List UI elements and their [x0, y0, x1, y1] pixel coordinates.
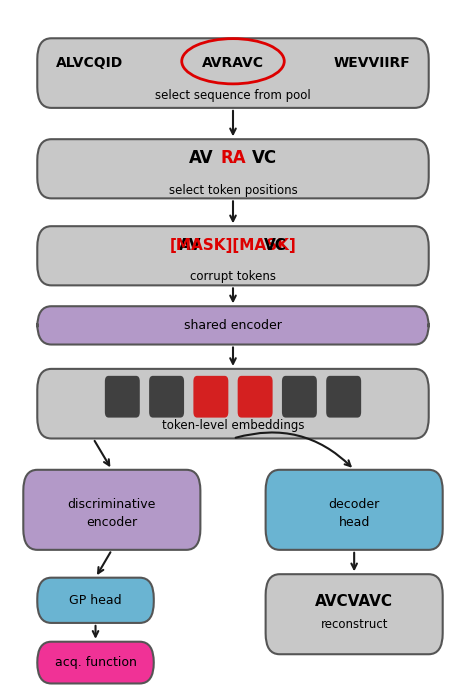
- FancyBboxPatch shape: [266, 470, 443, 550]
- FancyBboxPatch shape: [193, 376, 228, 418]
- FancyBboxPatch shape: [37, 642, 154, 683]
- Text: shared encoder: shared encoder: [184, 319, 282, 332]
- Text: AVCVAVC: AVCVAVC: [315, 594, 393, 609]
- Text: [MASK][MASK]: [MASK][MASK]: [170, 238, 296, 253]
- Text: AV: AV: [179, 238, 202, 253]
- Text: head: head: [338, 516, 370, 529]
- FancyBboxPatch shape: [105, 376, 140, 418]
- Text: encoder: encoder: [86, 516, 137, 529]
- Text: VC: VC: [252, 150, 277, 167]
- FancyBboxPatch shape: [37, 139, 429, 198]
- FancyBboxPatch shape: [149, 376, 184, 418]
- Text: WEVVIIRF: WEVVIIRF: [333, 56, 410, 70]
- Text: reconstruct: reconstruct: [321, 618, 388, 631]
- FancyBboxPatch shape: [326, 376, 361, 418]
- Text: GP head: GP head: [69, 594, 122, 607]
- Text: corrupt tokens: corrupt tokens: [190, 270, 276, 283]
- FancyBboxPatch shape: [282, 376, 317, 418]
- Text: AV: AV: [189, 150, 214, 167]
- FancyBboxPatch shape: [23, 470, 200, 550]
- Text: ALVCQID: ALVCQID: [56, 56, 123, 70]
- Text: acq. function: acq. function: [55, 656, 137, 669]
- FancyBboxPatch shape: [37, 38, 429, 108]
- Text: VC: VC: [264, 238, 287, 253]
- Text: AVRAVC: AVRAVC: [202, 56, 264, 70]
- Text: discriminative: discriminative: [68, 498, 156, 511]
- Text: select sequence from pool: select sequence from pool: [155, 89, 311, 102]
- FancyBboxPatch shape: [37, 578, 154, 623]
- Text: RA: RA: [220, 150, 246, 167]
- Text: token-level embeddings: token-level embeddings: [162, 420, 304, 432]
- Text: decoder: decoder: [329, 498, 380, 511]
- FancyBboxPatch shape: [266, 574, 443, 654]
- Text: select token positions: select token positions: [169, 184, 297, 196]
- FancyBboxPatch shape: [238, 376, 273, 418]
- FancyBboxPatch shape: [37, 306, 429, 345]
- FancyBboxPatch shape: [37, 369, 429, 438]
- FancyBboxPatch shape: [37, 226, 429, 285]
